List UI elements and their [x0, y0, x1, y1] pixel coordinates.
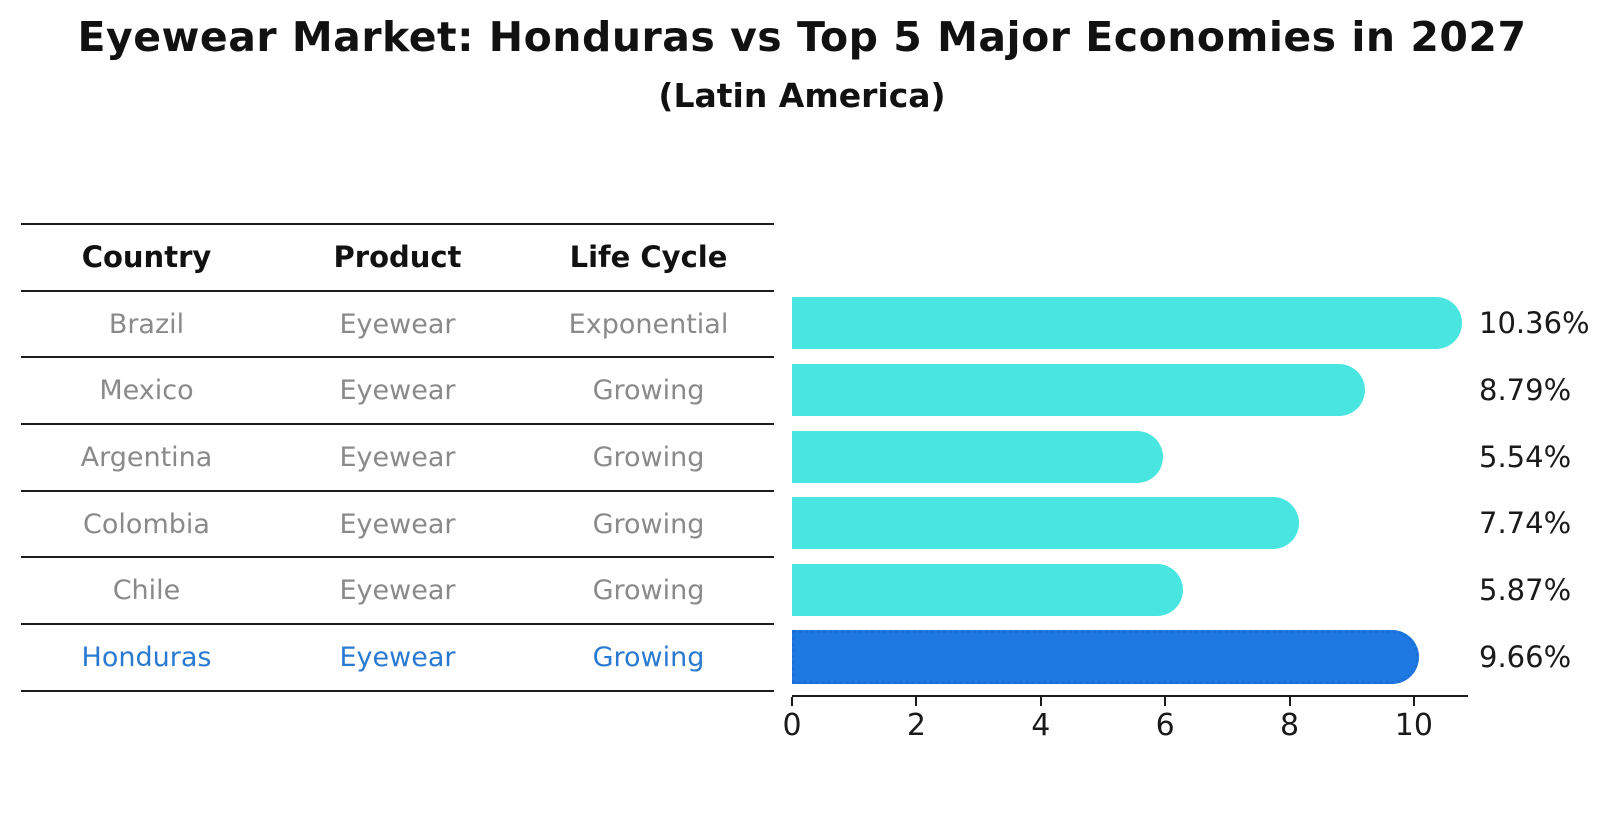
cell-product: Eyewear: [339, 308, 456, 340]
bar-chart-plot-area: [792, 290, 1468, 690]
cell-country: Chile: [112, 575, 181, 607]
bar-chile: [792, 564, 1184, 617]
x-tick-label: 4: [1031, 708, 1051, 743]
cell-country: Argentina: [80, 441, 213, 473]
column-header-country: Country: [81, 240, 212, 275]
x-tick-label: 2: [906, 708, 926, 743]
cell-product: Eyewear: [339, 508, 456, 540]
table-row-brazil: Brazil Eyewear Exponential: [21, 292, 774, 359]
x-tick-label: 6: [1155, 708, 1175, 743]
x-tick-label: 0: [782, 708, 802, 743]
bar-colombia: [792, 497, 1300, 550]
cell-life-cycle: Growing: [592, 508, 705, 540]
cell-product: Eyewear: [339, 441, 456, 473]
cell-product: Eyewear: [339, 575, 456, 607]
table-header-row: Country Product Life Cycle: [21, 225, 774, 292]
value-label-argentina: 5.54%: [1479, 439, 1572, 474]
x-tick-label: 8: [1279, 708, 1300, 743]
value-label-column: 10.36% 8.79% 5.54% 7.74% 5.87% 9.66%: [1479, 290, 1601, 690]
bar-brazil: [792, 297, 1463, 350]
cell-country: Mexico: [99, 375, 194, 407]
table-row-honduras: Honduras Eyewear Growing: [21, 625, 774, 692]
table-row-colombia: Colombia Eyewear Growing: [21, 492, 774, 559]
cell-life-cycle: Growing: [592, 441, 705, 473]
x-tick-mark: [1039, 697, 1042, 706]
cell-product: Eyewear: [339, 641, 456, 673]
x-tick-mark: [791, 697, 793, 706]
table-row-mexico: Mexico Eyewear Growing: [21, 358, 774, 426]
column-header-product: Product: [333, 240, 462, 275]
table-row-chile: Chile Eyewear Growing: [21, 558, 774, 626]
cell-life-cycle: Growing: [592, 575, 705, 607]
chart-subtitle: (Latin America): [658, 76, 946, 115]
chart-title: Eyewear Market: Honduras vs Top 5 Major …: [77, 13, 1527, 61]
x-tick-mark: [915, 697, 918, 706]
x-tick-mark: [1164, 697, 1167, 706]
country-table: Country Product Life Cycle Brazil Eyewea…: [21, 223, 774, 692]
x-tick-mark: [1412, 697, 1415, 706]
value-label-brazil: 10.36%: [1479, 306, 1590, 341]
value-label-colombia: 7.74%: [1479, 506, 1572, 541]
bar-mexico: [792, 364, 1365, 416]
cell-life-cycle: Exponential: [568, 308, 729, 340]
x-tick-mark: [1288, 697, 1291, 706]
value-label-mexico: 8.79%: [1479, 373, 1572, 407]
value-label-honduras: 9.66%: [1479, 639, 1572, 674]
cell-country: Brazil: [108, 308, 185, 340]
cell-country: Honduras: [81, 641, 212, 673]
cell-life-cycle: Growing: [592, 375, 705, 407]
x-tick-label: 10: [1394, 708, 1433, 743]
bar-argentina: [792, 430, 1163, 483]
x-axis-line: 0 2 4 6 8 10: [782, 695, 1468, 743]
cell-country: Colombia: [83, 508, 210, 540]
value-label-chile: 5.87%: [1479, 573, 1572, 608]
cell-life-cycle: Growing: [592, 641, 705, 673]
bar-honduras: [792, 629, 1419, 684]
table-row-argentina: Argentina Eyewear Growing: [21, 425, 774, 492]
cell-product: Eyewear: [339, 375, 456, 407]
column-header-life-cycle: Life Cycle: [569, 240, 728, 275]
